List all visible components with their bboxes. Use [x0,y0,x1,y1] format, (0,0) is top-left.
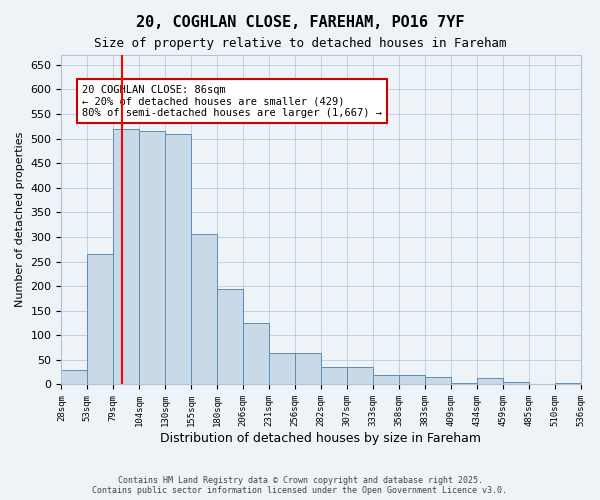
Bar [191,234,217,384]
Bar [165,134,191,384]
Bar [476,378,503,384]
Bar [399,374,425,384]
Text: Contains public sector information licensed under the Open Government Licence v3: Contains public sector information licen… [92,486,508,495]
Bar [217,288,243,384]
Bar [554,383,581,384]
Bar [425,377,451,384]
Y-axis label: Number of detached properties: Number of detached properties [15,132,25,308]
Bar [503,382,529,384]
Text: 20 COGHLAN CLOSE: 86sqm
← 20% of detached houses are smaller (429)
80% of semi-d: 20 COGHLAN CLOSE: 86sqm ← 20% of detache… [82,84,382,118]
Bar [295,352,321,384]
Bar [321,368,347,384]
Text: 20, COGHLAN CLOSE, FAREHAM, PO16 7YF: 20, COGHLAN CLOSE, FAREHAM, PO16 7YF [136,15,464,30]
Text: Contains HM Land Registry data © Crown copyright and database right 2025.: Contains HM Land Registry data © Crown c… [118,476,482,485]
Bar [61,370,88,384]
Bar [451,383,476,384]
Bar [88,254,113,384]
Bar [373,374,399,384]
Bar [243,323,269,384]
Bar [113,130,139,384]
Bar [139,131,165,384]
Text: Size of property relative to detached houses in Fareham: Size of property relative to detached ho… [94,38,506,51]
X-axis label: Distribution of detached houses by size in Fareham: Distribution of detached houses by size … [160,432,481,445]
Bar [269,352,295,384]
Bar [347,368,373,384]
